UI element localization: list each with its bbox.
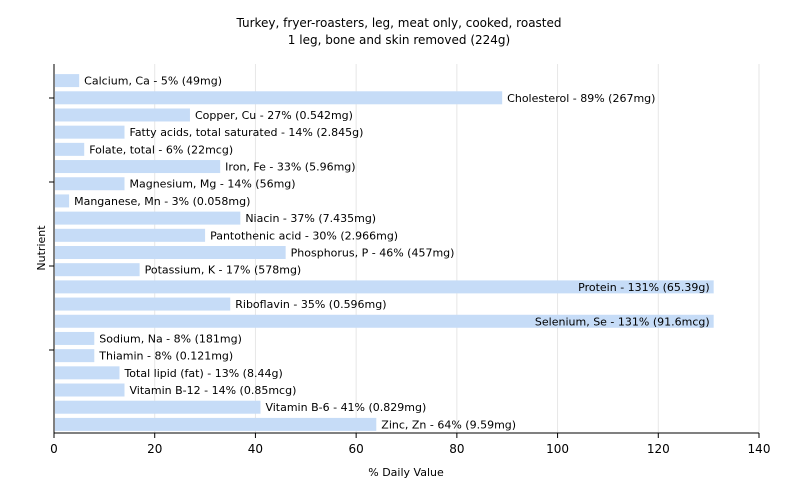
bar-label: Manganese, Mn - 3% (0.058mg) <box>74 195 250 208</box>
bar-label: Cholesterol - 89% (267mg) <box>507 92 655 105</box>
x-tick-label: 20 <box>147 442 162 456</box>
x-tick-label: 60 <box>349 442 364 456</box>
bar <box>55 331 95 345</box>
chart-title: Turkey, fryer-roasters, leg, meat only, … <box>235 16 561 30</box>
bar <box>55 108 190 122</box>
bar-label: Vitamin B-6 - 41% (0.829mg) <box>265 401 426 414</box>
bar <box>55 349 95 363</box>
bar <box>55 383 125 397</box>
x-tick-label: 120 <box>647 442 670 456</box>
gridlines <box>154 64 760 433</box>
bar-label: Riboflavin - 35% (0.596mg) <box>235 298 386 311</box>
bar-label: Thiamin - 8% (0.121mg) <box>98 350 233 363</box>
bars-group: Calcium, Ca - 5% (49mg) Cholesterol - 89%… <box>55 74 714 431</box>
x-tick-label: 140 <box>748 442 771 456</box>
bar <box>55 160 221 174</box>
bar <box>55 400 261 414</box>
bar-label: Sodium, Na - 8% (181mg) <box>99 332 242 345</box>
bar <box>55 297 231 311</box>
bar-label: Total lipid (fat) - 13% (8.44g) <box>123 367 282 380</box>
bar-label: Niacin - 37% (7.435mg) <box>245 212 376 225</box>
bar <box>55 280 714 294</box>
bar-label: Folate, total - 6% (22mcg) <box>89 143 233 156</box>
bar-label: Fatty acids, total saturated - 14% (2.84… <box>130 126 364 139</box>
bar <box>55 246 286 259</box>
bar <box>55 74 80 88</box>
bar-label: Pantothenic acid - 30% (2.966mg) <box>210 229 398 242</box>
bar-label: Vitamin B-12 - 14% (0.85mcg) <box>130 384 297 397</box>
bar <box>55 91 503 105</box>
bar <box>55 125 125 139</box>
bar-label: Zinc, Zn - 64% (9.59mg) <box>381 418 516 431</box>
x-axis-label: % Daily Value <box>368 466 444 479</box>
bar-label: Iron, Fe - 33% (5.96mg) <box>225 161 355 174</box>
x-tick-label: 0 <box>50 442 58 456</box>
bar <box>55 211 241 225</box>
bar-label: Selenium, Se - 131% (91.6mcg) <box>535 315 710 328</box>
bar <box>55 177 125 191</box>
bar <box>55 194 70 208</box>
bar <box>55 417 377 431</box>
bar <box>55 228 206 242</box>
bar-label: Copper, Cu - 27% (0.542mg) <box>195 109 353 122</box>
bar <box>55 263 140 277</box>
bar-label: Potassium, K - 17% (578mg) <box>145 264 302 277</box>
x-tick-label: 80 <box>449 442 464 456</box>
bar-label: Calcium, Ca - 5% (49mg) <box>84 75 222 88</box>
bar <box>55 314 714 328</box>
bar <box>55 142 85 156</box>
y-axis-label: Nutrient <box>35 225 48 271</box>
x-tick-label: 100 <box>546 442 569 456</box>
chart-subtitle: 1 leg, bone and skin removed (224g) <box>288 33 510 47</box>
axes-group: 0 20 40 60 80 100 120 140 <box>49 64 770 456</box>
x-tick-label: 40 <box>248 442 263 456</box>
bar-label: Phosphorus, P - 46% (457mg) <box>291 247 455 260</box>
bar <box>55 366 120 380</box>
bar-label: Protein - 131% (65.39g) <box>578 281 710 294</box>
bar-label: Magnesium, Mg - 14% (56mg) <box>130 178 296 191</box>
